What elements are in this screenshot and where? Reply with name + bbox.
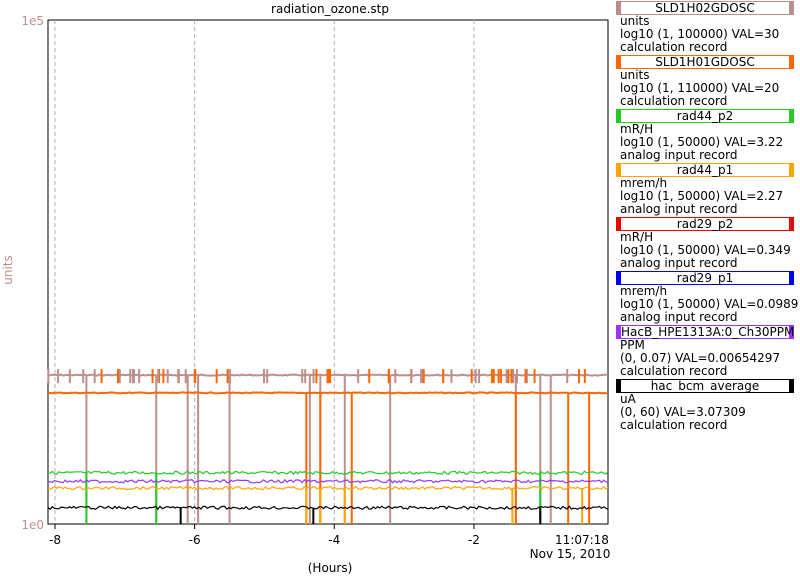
x-tick-label: -8: [49, 533, 61, 547]
legend: SLD1H02GDOSC units log10 (1, 100000) VAL=3…: [614, 0, 800, 432]
legend-entry[interactable]: SLD1H02GDOSC units log10 (1, 100000) VAL=3…: [614, 1, 800, 54]
legend-units: units: [620, 68, 650, 82]
legend-series-name: SLD1H01GDOSC: [616, 55, 794, 69]
end-time-label: 11:07:18: [555, 533, 609, 547]
legend-range: log10 (1, 50000) VAL=0.349: [620, 243, 791, 257]
legend-series-name: rad29_p2: [616, 217, 794, 231]
legend-record: analog input record: [620, 202, 738, 216]
legend-range: (0, 60) VAL=3.07309: [620, 405, 746, 419]
legend-units: uA: [620, 392, 636, 406]
legend-entry[interactable]: rad29_p2 mR/H log10 (1, 50000) VAL=0.349 an…: [614, 217, 800, 270]
x-tick-label: -6: [189, 533, 201, 547]
legend-record: calculation record: [620, 40, 728, 54]
chart-title: radiation_ozone.stp: [271, 2, 389, 16]
y-tick-label: 1e0: [21, 518, 44, 532]
series-line-rad44_p2: [47, 470, 609, 476]
legend-range: log10 (1, 110000) VAL=20: [620, 81, 780, 95]
x-tick-label: -4: [328, 533, 340, 547]
y-axis-label: units: [1, 255, 15, 285]
legend-series-name: HacB_HPE1313A:0_Ch30PPM: [616, 325, 794, 339]
legend-entry[interactable]: rad29_p1 mrem/h log10 (1, 50000) VAL=0.098…: [614, 271, 800, 324]
series-line-HacB_HPE1313A:0_Ch30PPM: [47, 478, 609, 484]
x-tick-label: -2: [468, 533, 480, 547]
legend-series-name: rad29_p1: [616, 271, 794, 285]
legend-record: calculation record: [620, 418, 728, 432]
legend-range: log10 (1, 50000) VAL=2.27: [620, 189, 784, 203]
plot-area: [47, 19, 609, 525]
legend-entry[interactable]: SLD1H01GDOSC units log10 (1, 110000) VAL=2…: [614, 55, 800, 108]
end-date-label: Nov 15, 2010: [530, 547, 610, 561]
legend-units: mrem/h: [620, 284, 668, 298]
legend-record: analog input record: [620, 148, 738, 162]
legend-range: log10 (1, 50000) VAL=0.0989: [620, 297, 799, 311]
legend-units: mR/H: [620, 230, 654, 244]
legend-range: log10 (1, 50000) VAL=3.22: [620, 135, 784, 149]
legend-record: calculation record: [620, 364, 728, 378]
legend-range: (0, 0.07) VAL=0.00654297: [620, 351, 781, 365]
legend-units: units: [620, 14, 650, 28]
legend-record: analog input record: [620, 310, 738, 324]
legend-record: analog input record: [620, 256, 738, 270]
legend-record: calculation record: [620, 94, 728, 108]
legend-entry[interactable]: rad44_p1 mrem/h log10 (1, 50000) VAL=2.27 a…: [614, 163, 800, 216]
strip-chart: radiation_ozone.stp units -8 -6 -4 -2 1e5 1e0…: [1, 2, 610, 575]
legend-series-name: rad44_p2: [616, 109, 794, 123]
legend-entry[interactable]: rad44_p2 mR/H log10 (1, 50000) VAL=3.22 ana…: [614, 109, 800, 162]
legend-entry[interactable]: HacB_HPE1313A:0_Ch30PPM PPM (0, 0.07) VAL=…: [614, 325, 800, 378]
legend-units: PPM: [620, 338, 645, 352]
legend-range: log10 (1, 100000) VAL=30: [620, 27, 780, 41]
series-line-SLD1H01GDOSC: [47, 391, 609, 395]
x-axis-label: (Hours): [308, 561, 353, 575]
legend-units: mrem/h: [620, 176, 668, 190]
legend-series-name: rad44_p1: [616, 163, 794, 177]
series-line-rad44_p1: [47, 485, 609, 491]
legend-units: mR/H: [620, 122, 654, 136]
legend-entry[interactable]: hac_bcm_average uA (0, 60) VAL=3.07309 calc…: [614, 379, 800, 432]
y-tick-label: 1e5: [21, 14, 44, 28]
legend-series-name: SLD1H02GDOSC: [616, 1, 794, 15]
series-line-hac_bcm_average: [47, 505, 609, 511]
legend-series-name: hac_bcm_average: [616, 379, 794, 393]
